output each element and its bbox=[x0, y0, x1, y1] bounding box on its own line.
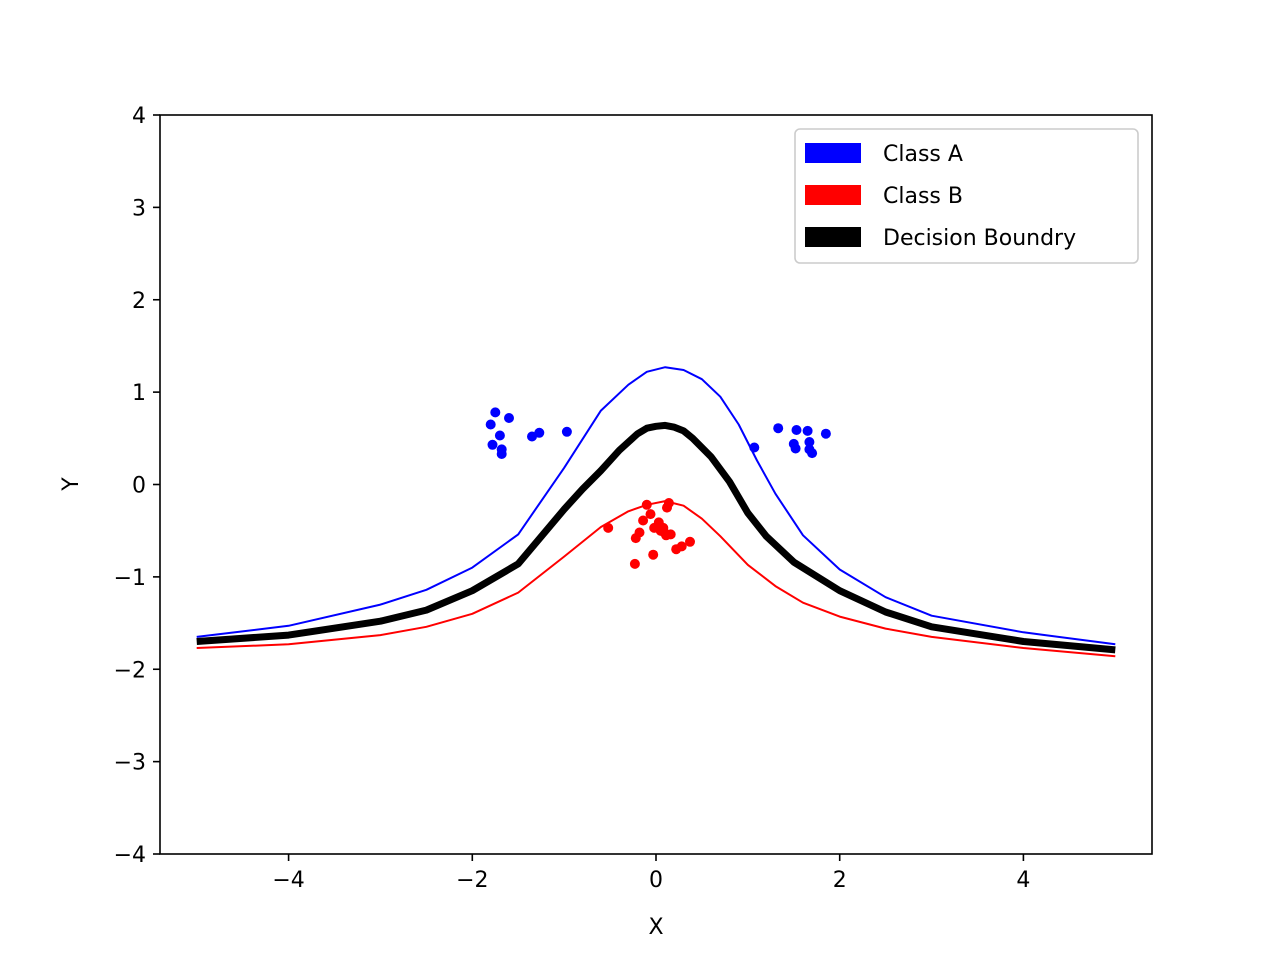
class-a-point bbox=[504, 413, 514, 423]
curve-class-a-boundary bbox=[196, 366, 1116, 646]
class-a-point bbox=[773, 423, 784, 434]
class-b-point bbox=[645, 509, 656, 520]
legend-label-class-b: Class B bbox=[883, 184, 963, 209]
y-axis-label: Y bbox=[59, 477, 84, 492]
y-tick-label: −1 bbox=[114, 566, 146, 591]
y-tick-label: 4 bbox=[132, 104, 146, 129]
class-a-point bbox=[749, 442, 760, 453]
y-tick-label: −3 bbox=[114, 751, 146, 776]
legend-swatch-decision-boundry bbox=[805, 227, 861, 247]
class-b-point bbox=[685, 536, 695, 547]
curves-layer bbox=[196, 366, 1116, 658]
class-a-point bbox=[802, 425, 813, 436]
x-tick-label: −4 bbox=[272, 868, 304, 893]
class-a-point bbox=[791, 425, 802, 435]
legend-box bbox=[794, 128, 1139, 264]
y-axis: −4 −3 −2 −1 0 1 2 3 4 bbox=[114, 104, 160, 868]
legend-label-decision-boundry: Decision Boundry bbox=[883, 226, 1076, 251]
legend-swatch-class-a bbox=[805, 143, 861, 163]
class-a-point bbox=[790, 443, 801, 454]
x-tick-label: 4 bbox=[1016, 868, 1030, 893]
legend-items: Class A Class B Decision Boundry bbox=[805, 142, 1076, 251]
class-a-point bbox=[496, 449, 507, 459]
class-a-point bbox=[561, 426, 572, 437]
y-tick-label: −4 bbox=[114, 843, 146, 868]
y-tick-label: 1 bbox=[132, 381, 146, 406]
class-b-point bbox=[655, 525, 666, 536]
class-a-point bbox=[490, 407, 501, 418]
class-b-point bbox=[638, 515, 649, 526]
class-a-point bbox=[820, 428, 831, 439]
class-b-point bbox=[665, 529, 676, 540]
legend-label-class-a: Class A bbox=[883, 142, 963, 167]
curve-class-b-boundary bbox=[196, 500, 1116, 658]
x-axis: −4 −2 0 2 4 bbox=[272, 854, 1030, 893]
class-b-point bbox=[676, 541, 687, 552]
class-b-point bbox=[634, 527, 645, 538]
class-a-point bbox=[494, 430, 505, 441]
legend-swatch-class-b bbox=[805, 185, 861, 205]
class-a-point bbox=[534, 427, 545, 438]
y-tick-label: 2 bbox=[132, 289, 146, 314]
class-b-point bbox=[629, 558, 640, 569]
points-layer bbox=[485, 407, 831, 569]
x-axis-label: X bbox=[648, 915, 663, 940]
class-a-point bbox=[807, 448, 818, 459]
legend: Class A Class B Decision Boundry bbox=[794, 128, 1139, 264]
y-tick-label: 0 bbox=[132, 474, 146, 499]
class-b-point bbox=[648, 549, 659, 560]
class-b-point bbox=[641, 499, 652, 510]
class-a-point bbox=[485, 419, 496, 430]
curve-decision-boundry bbox=[196, 421, 1116, 654]
y-tick-label: 3 bbox=[132, 196, 146, 221]
x-tick-label: 2 bbox=[833, 868, 847, 893]
y-tick-label: −2 bbox=[114, 658, 146, 683]
class-b-point bbox=[662, 502, 672, 513]
x-tick-label: 0 bbox=[649, 868, 663, 893]
x-tick-label: −2 bbox=[456, 868, 488, 893]
class-a-point bbox=[804, 437, 815, 447]
class-b-point bbox=[603, 522, 614, 533]
class-a-point bbox=[487, 439, 498, 450]
